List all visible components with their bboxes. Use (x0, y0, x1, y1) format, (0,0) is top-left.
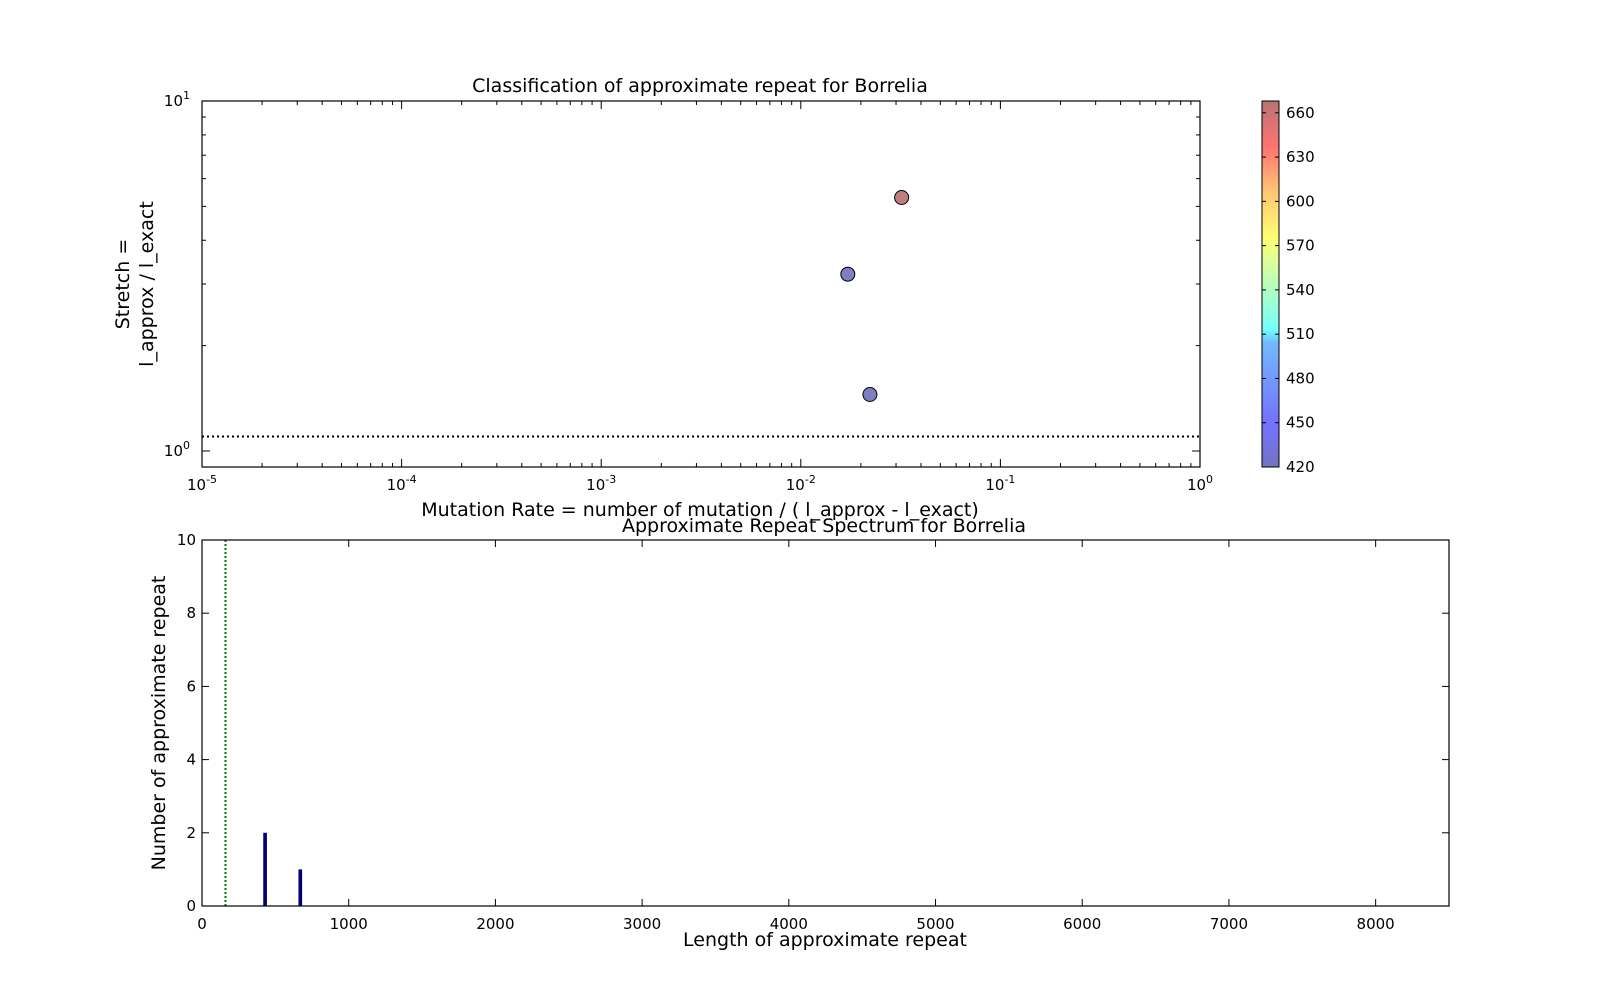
classification-plot-frame (201, 100, 1201, 468)
colorbar: 420 450 480 510 540 570 600 630 660 (1261, 100, 1315, 476)
colorbar-frame (1261, 100, 1280, 468)
x-tick-label: 1000 (330, 915, 368, 933)
x-tick-label: 100 (1187, 473, 1213, 494)
spectrum-title: Approximate Repeat Spectrum for Borrelia (622, 515, 1026, 537)
x-tick-label: 4000 (770, 915, 808, 933)
colorbar-tick-label: 480 (1286, 369, 1315, 387)
y-tick-label: 4 (186, 751, 196, 769)
classification-title: Classification of approximate repeat for… (472, 75, 928, 97)
x-tick-label: 5000 (916, 915, 954, 933)
x-tick-label: 7000 (1210, 915, 1248, 933)
colorbar-tick-label: 450 (1286, 414, 1315, 432)
colorbar-tick-label: 660 (1286, 104, 1315, 122)
spectrum-x-axis-label: Length of approximate repeat (683, 929, 967, 951)
classification-y-axis-label-line2: l_approx / l_exact (136, 201, 158, 367)
colorbar-tick-label: 420 (1286, 458, 1315, 476)
classification-y-axis-label-line1: Stretch = (112, 239, 134, 330)
x-tick-label: 10-4 (387, 473, 417, 494)
scatter-point (840, 266, 856, 282)
colorbar-gradient (1262, 101, 1279, 467)
spectrum-bars (263, 832, 303, 906)
y-tick-label: 2 (186, 824, 196, 842)
x-tick-label: 10-2 (786, 473, 816, 494)
scatter-point (894, 189, 910, 205)
colorbar-tick-label: 540 (1286, 281, 1315, 299)
y-tick-label: 6 (186, 677, 196, 695)
x-tick-label: 0 (197, 915, 207, 933)
colorbar-tick-label: 600 (1286, 192, 1315, 210)
scatter-point (862, 387, 878, 403)
x-tick-label: 2000 (476, 915, 514, 933)
spectrum-y-axis-label: Number of approximate repeat (148, 576, 170, 871)
x-tick-label: 6000 (1063, 915, 1101, 933)
x-tick-label: 10-1 (985, 473, 1015, 494)
spectrum-tick-labels: 0 1000 2000 3000 4000 5000 6000 7000 8000 0 2 4 6 8 10 (177, 531, 1395, 933)
colorbar-tick-label: 510 (1286, 325, 1315, 343)
classification-x-axis-label: Mutation Rate = number of mutation / ( l… (421, 499, 979, 521)
x-tick-label: 3000 (623, 915, 661, 933)
spectrum-plot-frame (201, 539, 1450, 907)
x-tick-label: 10-5 (187, 473, 217, 494)
y-tick-label: 0 (186, 897, 196, 915)
classification-points (840, 189, 910, 403)
classification-tick-labels: 10-5 10-4 10-3 10-2 10-1 100 100 101 (164, 89, 1213, 494)
classification-chart: Classification of approximate repeat for… (112, 75, 1213, 521)
spectrum-bar (298, 869, 303, 906)
y-tick-label: 101 (164, 89, 190, 110)
x-tick-label: 10-3 (586, 473, 616, 494)
y-tick-label: 8 (186, 604, 196, 622)
y-tick-label: 10 (177, 531, 196, 549)
x-tick-label: 8000 (1357, 915, 1395, 933)
y-tick-label: 100 (164, 439, 190, 460)
spectrum-ticks (201, 539, 1449, 907)
colorbar-tick-label: 570 (1286, 237, 1315, 255)
colorbar-tick-label: 630 (1286, 148, 1315, 166)
colorbar-ticks: 420 450 480 510 540 570 600 630 660 (1262, 104, 1315, 476)
spectrum-bar (263, 832, 267, 906)
spectrum-chart: Approximate Repeat Spectrum for Borrelia… (148, 515, 1450, 951)
classification-ticks (201, 100, 1201, 468)
